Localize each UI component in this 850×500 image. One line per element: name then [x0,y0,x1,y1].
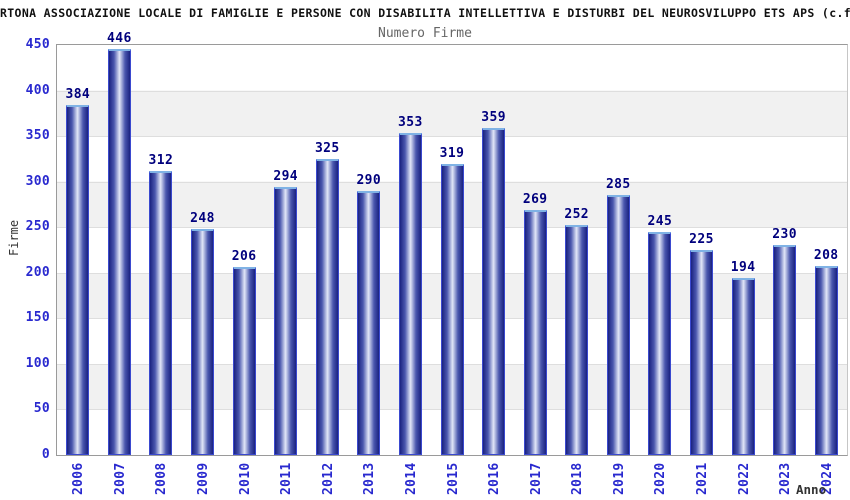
bar-2006 [66,105,90,455]
x-tick-label: 2016 [487,462,503,495]
bar-value-label: 245 [647,213,673,229]
y-tick-label: 0 [41,447,50,462]
y-tick-label: 350 [25,128,50,144]
y-tick-label: 150 [25,310,50,326]
x-tick-label: 2012 [320,462,336,495]
bar-value-label: 206 [231,249,257,265]
gridline [57,90,847,92]
x-tick-label: 2018 [570,462,586,495]
bar-value-label: 285 [605,177,631,193]
bar-2018 [565,225,589,455]
chart-main-title: RTONA ASSOCIAZIONE LOCALE DI FAMIGLIE E … [0,6,850,20]
x-tick-label: 2014 [403,462,419,495]
x-axis-title: Anno [796,482,827,497]
plot-area: 384 446 312 248 206 294 325 290 353 319 359 269 252 2… [56,31,848,456]
bar-2019 [606,195,630,455]
x-tick-label: 2015 [445,462,461,495]
bar-value-label: 290 [356,172,382,188]
x-tick-label: 2013 [362,462,378,495]
x-tick-label: 2022 [736,462,752,495]
bar-value-label: 252 [564,207,590,223]
x-tick-label: 2023 [778,462,794,495]
bar-2014 [398,133,422,455]
bar-2015 [440,164,464,455]
bar-2023 [773,245,797,455]
bar-2024 [814,265,838,455]
bar-value-label: 446 [107,30,132,46]
bar-value-label: 230 [772,227,797,243]
x-tick-label: 2011 [279,462,295,495]
bar-2010 [232,267,256,455]
bar-2020 [648,231,672,455]
y-tick-label: 50 [33,401,50,417]
x-tick-label: 2021 [695,462,710,495]
bar-2007 [107,48,131,455]
y-tick-label: 300 [25,173,50,189]
bar-value-label: 325 [314,140,340,156]
bar-2008 [149,170,173,455]
bar-value-label: 294 [273,169,299,185]
bar-value-label: 319 [439,146,465,162]
x-tick-label: 2010 [237,462,253,495]
x-tick-label: 2017 [528,462,544,495]
x-tick-label: 2019 [611,462,627,495]
bar-2016 [482,127,506,455]
bar-2009 [191,229,214,455]
bar-2022 [731,278,755,455]
x-tick-label: 2006 [71,462,87,495]
bar-2013 [357,190,381,455]
y-tick-label: 100 [25,355,50,371]
bar-value-label: 225 [689,232,714,247]
bar-value-label: 359 [481,109,506,125]
bar-value-label: 269 [522,191,548,207]
bar-value-label: 353 [398,115,423,131]
x-tick-label: 2007 [112,462,128,495]
chart-subtitle: Numero Firme [378,26,472,41]
bar-value-label: 194 [730,260,756,276]
bar-value-label: 384 [65,87,91,103]
y-tick-label: 250 [25,219,50,235]
bar-2012 [315,158,339,455]
bar-2017 [523,209,547,455]
bar-value-label: 208 [813,247,839,263]
x-tick-label: 2009 [196,462,211,495]
gridline [57,136,847,138]
bar-value-label: 248 [190,211,215,226]
bar-value-label: 312 [148,152,174,168]
y-tick-label: 200 [25,264,50,280]
y-tick-label: 450 [25,37,50,52]
x-tick-label: 2020 [653,462,669,495]
x-tick-label: 2008 [154,462,170,495]
y-tick-label: 400 [25,82,50,98]
bar-2021 [690,250,713,455]
bar-2011 [274,187,298,455]
